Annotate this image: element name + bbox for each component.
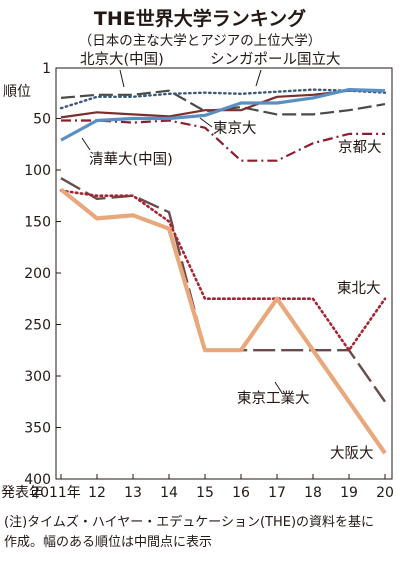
y-tick-label: 1 — [42, 61, 51, 77]
plot-frame — [55, 67, 393, 480]
leader-line — [81, 137, 91, 151]
series-line — [60, 87, 386, 142]
series-label: 東北大 — [337, 280, 381, 297]
x-tick-label: 16 — [232, 485, 250, 501]
y-tick-label: 150 — [24, 214, 51, 230]
x-axis-label: 発表年 — [1, 485, 43, 501]
note-line-2: 作成。幅のある順位は中間点に表示 — [4, 535, 213, 550]
x-tick-label: 19 — [340, 485, 358, 501]
y-tick-label: 100 — [24, 163, 51, 179]
y-tick-label: 350 — [24, 420, 51, 436]
series-line — [61, 119, 385, 162]
y-tick-label: 250 — [24, 317, 51, 333]
x-tick-label: 20 — [376, 485, 394, 501]
x-tick-label: 2011年 — [31, 485, 81, 501]
x-tick-label: 15 — [196, 485, 214, 501]
x-tick-label: 18 — [304, 485, 322, 501]
series-label: 清華大(中国) — [89, 151, 173, 168]
leader-line — [119, 69, 125, 88]
y-axis-label: 順位 — [3, 84, 31, 100]
series-label: シンガポール国立大 — [210, 51, 341, 68]
series-label: 北京大(中国) — [80, 51, 164, 68]
x-tick-label: 17 — [268, 485, 286, 501]
y-tick-label: 300 — [24, 369, 51, 385]
series-lines — [59, 87, 387, 455]
series-label: 京都大 — [338, 139, 382, 156]
leader-line — [274, 381, 283, 394]
leader-lines — [81, 69, 283, 394]
chart-subtitle: （日本の主な大学とアジアの上位大学） — [78, 33, 322, 49]
series-line — [60, 177, 386, 403]
y-tick-label: 200 — [24, 266, 51, 282]
series-label: 東京大 — [213, 120, 257, 137]
series-line — [59, 189, 387, 352]
x-tick-label: 14 — [160, 485, 178, 501]
series-line — [60, 89, 386, 116]
leader-line — [199, 117, 213, 128]
series-line — [59, 187, 387, 455]
y-tick-label: 50 — [33, 111, 51, 127]
series-label: 東京工業大 — [237, 390, 310, 407]
y-tick-label: 400 — [24, 472, 51, 488]
x-tick-label: 13 — [124, 485, 142, 501]
x-tick-label: 12 — [88, 485, 106, 501]
source-note: (注)タイムズ・ハイヤー・エデュケーション(THE)の資料を基に 作成。幅のある… — [4, 513, 396, 553]
chart-title: THE世界大学ランキング — [93, 8, 307, 30]
note-line-1: (注)タイムズ・ハイヤー・エデュケーション(THE)の資料を基に — [4, 515, 375, 530]
series-label: 大阪大 — [330, 445, 374, 462]
series-line — [59, 88, 387, 110]
leader-line — [255, 69, 262, 87]
